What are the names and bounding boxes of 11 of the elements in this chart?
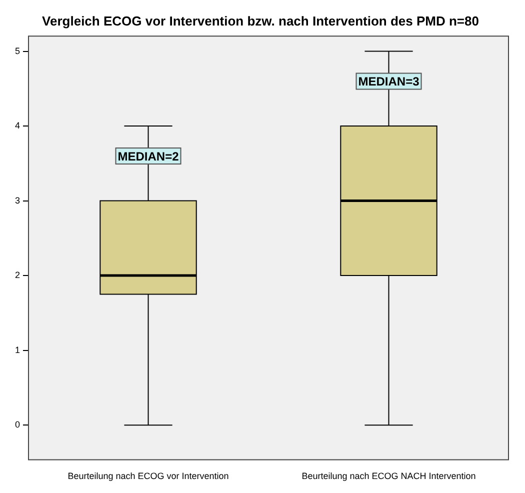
y-tick-label: 1 xyxy=(14,344,20,355)
x-tick-label: Beurteilung nach ECOG vor Intervention xyxy=(68,471,229,482)
y-tick-label: 5 xyxy=(14,46,20,56)
y-tick-label: 4 xyxy=(14,120,20,131)
annotation: MEDIAN=3 xyxy=(358,74,420,89)
y-tick-label: 0 xyxy=(14,420,20,430)
annotation: MEDIAN=2 xyxy=(118,149,180,164)
y-tick-label: 3 xyxy=(14,195,20,206)
x-tick-label: Beurteilung nach ECOG NACH Intervention xyxy=(302,471,476,482)
y-tick-label: 2 xyxy=(14,270,20,280)
chart-title: Vergleich ECOG vor Intervention bzw. nach Intervention des PMD n=80 xyxy=(42,13,479,28)
